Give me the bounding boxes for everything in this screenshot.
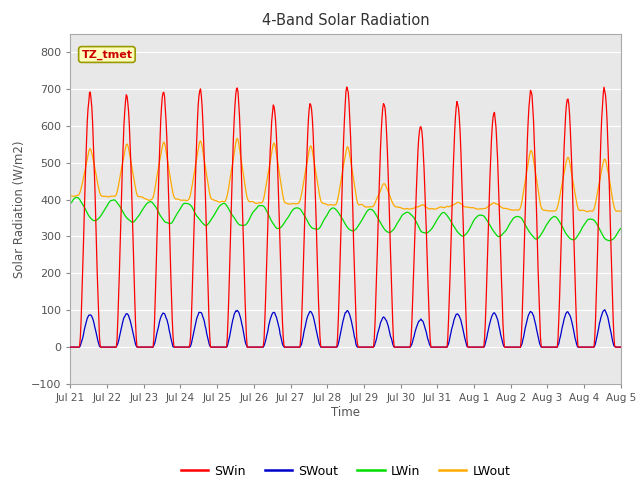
Legend: SWin, SWout, LWin, LWout: SWin, SWout, LWin, LWout — [175, 460, 516, 480]
LWin — [67, 200, 74, 206]
X-axis label: Time: Time — [331, 406, 360, 419]
LWout — [189, 178, 196, 184]
LWout — [234, 135, 241, 141]
LWin — [190, 207, 198, 213]
LWout — [617, 208, 625, 214]
SWout — [617, 344, 625, 350]
Title: 4-Band Solar Radiation: 4-Band Solar Radiation — [262, 13, 429, 28]
SWout — [429, 344, 436, 350]
LWin — [77, 199, 85, 205]
SWin — [67, 344, 74, 350]
LWin — [413, 221, 421, 227]
LWout — [583, 209, 591, 215]
LWout — [77, 189, 84, 194]
SWin — [343, 84, 351, 90]
SWout — [218, 344, 226, 350]
LWin — [134, 214, 141, 220]
Line: LWin: LWin — [70, 198, 621, 240]
SWin — [218, 344, 226, 350]
LWin — [617, 226, 625, 231]
LWout — [429, 206, 437, 212]
SWout — [77, 343, 84, 348]
LWin — [605, 238, 613, 243]
SWin — [189, 265, 196, 271]
SWin — [77, 334, 84, 340]
SWout — [601, 307, 609, 312]
SWin — [617, 344, 625, 350]
LWout — [413, 204, 421, 210]
LWin — [429, 224, 437, 229]
SWout — [67, 344, 74, 350]
Line: LWout: LWout — [70, 138, 621, 212]
SWin — [133, 344, 141, 349]
SWin — [413, 167, 421, 173]
SWin — [429, 344, 437, 350]
LWout — [133, 192, 141, 198]
SWout — [413, 324, 420, 330]
LWout — [67, 193, 74, 199]
Line: SWin: SWin — [70, 87, 621, 347]
LWin — [73, 195, 81, 201]
Y-axis label: Solar Radiation (W/m2): Solar Radiation (W/m2) — [12, 140, 26, 277]
LWout — [218, 198, 226, 204]
Text: TZ_tmet: TZ_tmet — [81, 49, 132, 60]
SWout — [133, 344, 141, 350]
SWout — [189, 334, 196, 339]
LWin — [219, 201, 227, 206]
Line: SWout: SWout — [70, 310, 621, 347]
